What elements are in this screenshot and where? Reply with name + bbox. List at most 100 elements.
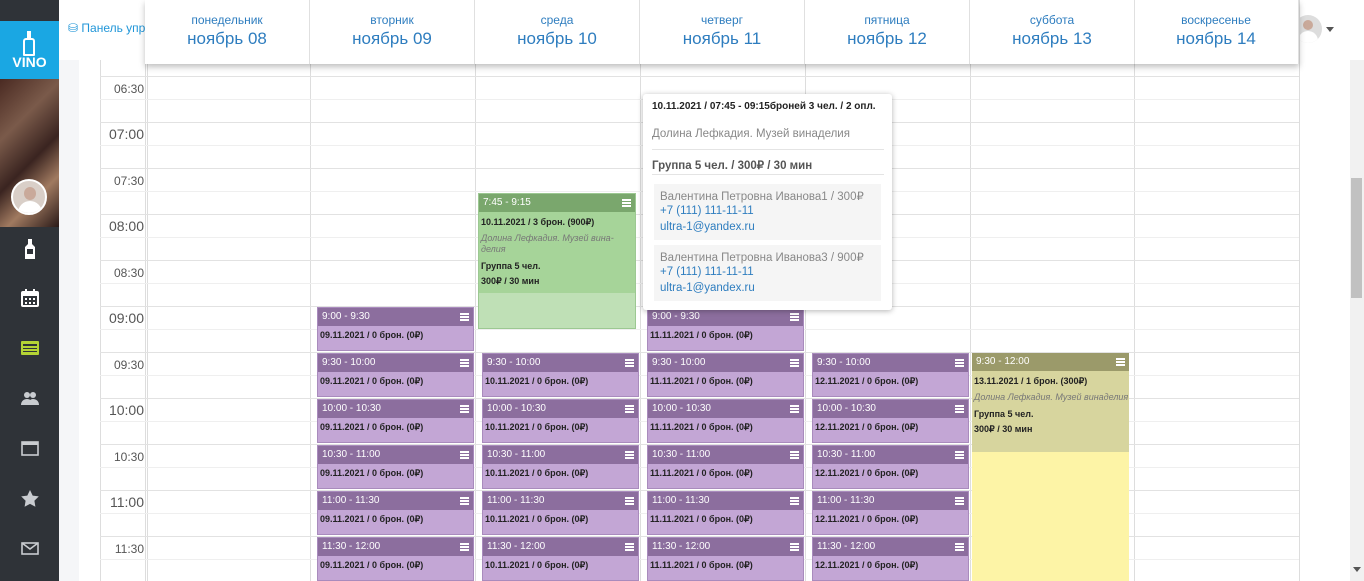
event-group: Группа 5 чел. <box>481 261 541 271</box>
menu-icon[interactable] <box>460 543 469 551</box>
time-slot[interactable]: 10:30 - 11:00 10.11.2021 / 0 брон. (0₽) <box>482 445 639 489</box>
logo[interactable]: VINO <box>0 21 59 79</box>
time-slot[interactable]: 10:00 - 10:30 12.11.2021 / 0 брон. (0₽) <box>812 399 969 443</box>
menu-icon[interactable] <box>625 359 634 367</box>
scroll-down-arrow[interactable] <box>1353 567 1361 572</box>
day-header[interactable]: пятница ноябрь 12 <box>805 0 970 64</box>
guest-email[interactable]: ultra-1@yandex.ru <box>660 221 755 233</box>
menu-icon[interactable] <box>460 359 469 367</box>
avatar[interactable] <box>11 179 47 215</box>
bottle-icon[interactable] <box>0 224 59 274</box>
day-header[interactable]: воскресенье ноябрь 14 <box>1134 0 1299 64</box>
menu-icon[interactable] <box>625 543 634 551</box>
slot-time: 11:30 - 12:00 <box>483 538 638 556</box>
time-slot[interactable]: 10:00 - 10:30 11.11.2021 / 0 брон. (0₽) <box>647 399 804 443</box>
slot-summary: 11.11.2021 / 0 брон. (0₽) <box>650 422 753 432</box>
day-header[interactable]: среда ноябрь 10 <box>475 0 640 64</box>
menu-icon[interactable] <box>625 497 634 505</box>
menu-icon[interactable] <box>955 405 964 413</box>
time-slot[interactable]: 11:30 - 12:00 09.11.2021 / 0 брон. (0₽) <box>317 537 474 581</box>
menu-icon[interactable] <box>460 405 469 413</box>
menu-icon[interactable] <box>790 313 799 321</box>
dashboard-link[interactable]: ⛁ Панель упр <box>68 21 145 35</box>
booked-event[interactable]: 9:30 - 12:00 13.11.2021 / 1 брон. (300₽) Д… <box>972 353 1129 581</box>
time-slot[interactable]: 11:00 - 11:30 09.11.2021 / 0 брон. (0₽) <box>317 491 474 535</box>
time-slot[interactable]: 9:30 - 10:00 09.11.2021 / 0 брон. (0₽) <box>317 353 474 397</box>
menu-icon[interactable] <box>1116 358 1125 366</box>
guest-phone[interactable]: +7 (111) 111-11-11 <box>660 266 754 278</box>
menu-icon[interactable] <box>460 313 469 321</box>
scrollbar[interactable] <box>1350 60 1364 581</box>
menu-icon[interactable] <box>625 451 634 459</box>
window-icon[interactable] <box>0 423 59 473</box>
menu-icon[interactable] <box>955 359 964 367</box>
day-weekday: понедельник <box>191 13 263 27</box>
time-slot[interactable]: 9:30 - 10:00 10.11.2021 / 0 брон. (0₽) <box>482 353 639 397</box>
event-summary: 10.11.2021 / 3 брон. (900₽) <box>481 217 595 227</box>
day-header[interactable]: четверг ноябрь 11 <box>640 0 805 64</box>
guest-phone[interactable]: +7 (111) 111-11-11 <box>660 205 754 217</box>
day-header[interactable]: суббота ноябрь 13 <box>970 0 1135 64</box>
users-icon[interactable] <box>0 373 59 423</box>
slot-summary: 12.11.2021 / 0 брон. (0₽) <box>815 514 919 524</box>
star-icon[interactable] <box>0 473 59 523</box>
slot-summary: 09.11.2021 / 0 брон. (0₽) <box>320 468 424 478</box>
menu-icon[interactable] <box>955 451 964 459</box>
menu-icon[interactable] <box>625 405 634 413</box>
menu-icon[interactable] <box>790 497 799 505</box>
time-slot[interactable]: 9:00 - 9:30 09.11.2021 / 0 брон. (0₽) <box>317 307 474 351</box>
menu-icon[interactable] <box>790 543 799 551</box>
day-date: ноябрь 12 <box>847 29 927 48</box>
time-slot[interactable]: 11:00 - 11:30 12.11.2021 / 0 брон. (0₽) <box>812 491 969 535</box>
slot-time: 11:00 - 11:30 <box>483 492 638 510</box>
dashboard-icon: ⛁ <box>68 21 82 35</box>
time-slot[interactable]: 11:00 - 11:30 11.11.2021 / 0 брон. (0₽) <box>647 491 804 535</box>
sidebar: VINO <box>0 0 59 581</box>
slot-time: 9:00 - 9:30 <box>318 308 473 326</box>
time-slot[interactable]: 9:30 - 10:00 11.11.2021 / 0 брон. (0₽) <box>647 353 804 397</box>
time-slot[interactable]: 11:30 - 12:00 11.11.2021 / 0 брон. (0₽) <box>647 537 804 581</box>
menu-icon[interactable] <box>955 497 964 505</box>
chevron-down-icon[interactable] <box>1326 27 1334 32</box>
calendar-icon[interactable] <box>0 273 59 323</box>
menu-icon[interactable] <box>790 405 799 413</box>
day-header[interactable]: понедельник ноябрь 08 <box>145 0 310 64</box>
menu-icon[interactable] <box>955 543 964 551</box>
grid-column-line <box>640 0 641 581</box>
time-slot[interactable]: 10:00 - 10:30 10.11.2021 / 0 брон. (0₽) <box>482 399 639 443</box>
grid-column-line <box>1299 0 1300 581</box>
time-label: 09:00 <box>108 310 144 326</box>
slot-time: 11:00 - 11:30 <box>648 492 803 510</box>
event-location: Долина Лефкадия. Музей винa­делия <box>481 233 614 254</box>
time-slot[interactable]: 10:30 - 11:00 11.11.2021 / 0 брон. (0₽) <box>647 445 804 489</box>
time-slot[interactable]: 10:00 - 10:30 09.11.2021 / 0 брон. (0₽) <box>317 399 474 443</box>
time-slot[interactable]: 11:30 - 12:00 12.11.2021 / 0 брон. (0₽) <box>812 537 969 581</box>
ticket-icon[interactable] <box>0 323 59 373</box>
slot-time: 9:30 - 10:00 <box>318 354 473 372</box>
time-slot[interactable]: 10:30 - 11:00 12.11.2021 / 0 брон. (0₽) <box>812 445 969 489</box>
slot-time: 9:00 - 9:30 <box>648 308 803 326</box>
time-slot[interactable]: 9:30 - 10:00 12.11.2021 / 0 брон. (0₽) <box>812 353 969 397</box>
menu-icon[interactable] <box>460 497 469 505</box>
scrollbar-thumb[interactable] <box>1351 178 1362 298</box>
booked-event[interactable]: 7:45 - 9:15 10.11.2021 / 3 брон. (900₽) До… <box>478 193 636 329</box>
slot-summary: 10.11.2021 / 0 брон. (0₽) <box>485 376 589 386</box>
slot-summary: 11.11.2021 / 0 брон. (0₽) <box>650 330 753 340</box>
menu-icon[interactable] <box>790 451 799 459</box>
grid-column-line <box>970 0 971 581</box>
event-price: 300₽ / 30 мин <box>974 424 1033 434</box>
slot-summary: 09.11.2021 / 0 брон. (0₽) <box>320 514 424 524</box>
slot-time: 9:30 - 10:00 <box>813 354 968 372</box>
menu-icon[interactable] <box>790 359 799 367</box>
time-slot[interactable]: 9:00 - 9:30 11.11.2021 / 0 брон. (0₽) <box>647 307 804 351</box>
time-slot[interactable]: 11:30 - 12:00 10.11.2021 / 0 брон. (0₽) <box>482 537 639 581</box>
time-slot[interactable]: 11:00 - 11:30 10.11.2021 / 0 брон. (0₽) <box>482 491 639 535</box>
slot-summary: 11.11.2021 / 0 брон. (0₽) <box>650 376 753 386</box>
time-slot[interactable]: 10:30 - 11:00 09.11.2021 / 0 брон. (0₽) <box>317 445 474 489</box>
day-header[interactable]: вторник ноябрь 09 <box>310 0 475 64</box>
guest-email[interactable]: ultra-1@yandex.ru <box>660 282 755 294</box>
time-label: 10:00 <box>108 402 144 418</box>
mail-icon[interactable] <box>0 523 59 573</box>
menu-icon[interactable] <box>460 451 469 459</box>
menu-icon[interactable] <box>622 199 631 207</box>
